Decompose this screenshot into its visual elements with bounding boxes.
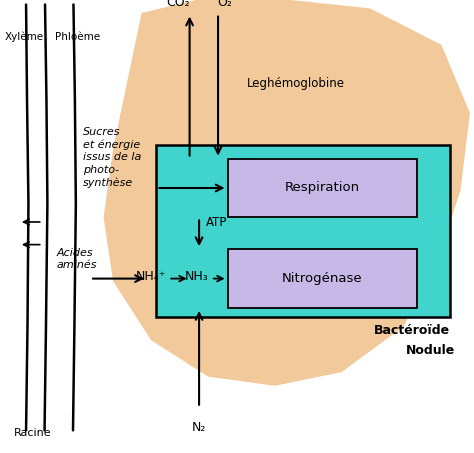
- FancyBboxPatch shape: [228, 249, 417, 308]
- Text: Leghémoglobine: Leghémoglobine: [246, 77, 345, 90]
- Text: NH₄⁺: NH₄⁺: [136, 270, 166, 283]
- FancyBboxPatch shape: [228, 159, 417, 217]
- Text: Bactéroïde: Bactéroïde: [374, 324, 450, 337]
- Text: N₂: N₂: [192, 421, 206, 434]
- Text: Acides
aminés: Acides aminés: [57, 248, 97, 270]
- FancyBboxPatch shape: [156, 145, 450, 317]
- Text: ATP: ATP: [206, 216, 228, 229]
- Text: Phloème: Phloème: [55, 32, 100, 42]
- Text: Nodule: Nodule: [406, 344, 455, 357]
- Text: CO₂: CO₂: [166, 0, 190, 9]
- Polygon shape: [104, 0, 469, 385]
- Text: Sucres
et énergie
issus de la
photo-
synthèse: Sucres et énergie issus de la photo- syn…: [83, 127, 141, 188]
- Text: Nitrogénase: Nitrogénase: [282, 272, 363, 285]
- Text: Respiration: Respiration: [285, 182, 360, 194]
- Text: Xylème: Xylème: [5, 32, 44, 42]
- Text: O₂: O₂: [218, 0, 233, 9]
- Text: Racine: Racine: [14, 428, 52, 438]
- Text: NH₃: NH₃: [185, 270, 209, 283]
